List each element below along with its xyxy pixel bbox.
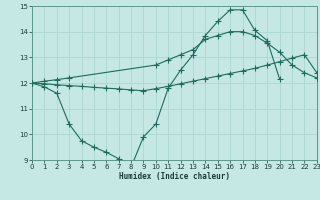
X-axis label: Humidex (Indice chaleur): Humidex (Indice chaleur) — [119, 172, 230, 181]
